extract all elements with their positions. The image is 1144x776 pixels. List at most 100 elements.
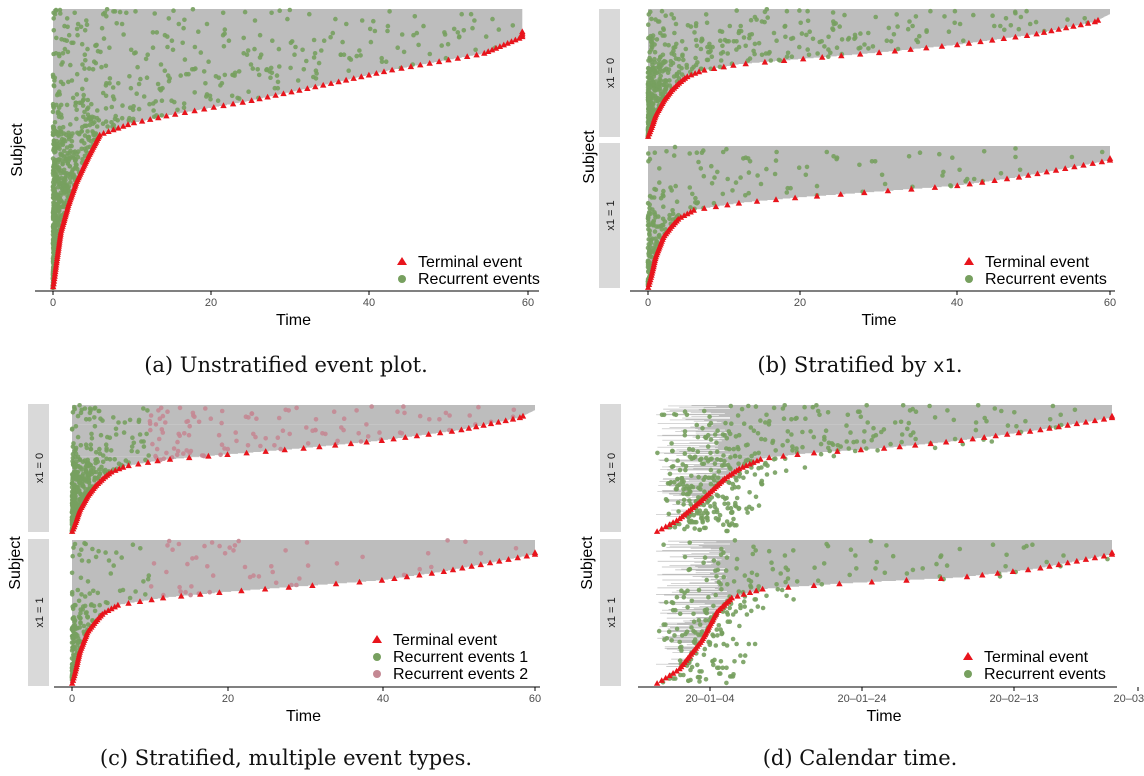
panel-b-bottom-recurrent-point xyxy=(661,204,666,209)
panel-a-recurrent-point xyxy=(61,148,67,154)
panel-b-top-recurrent-point xyxy=(782,23,788,29)
panel-d-top-recurrent-point xyxy=(682,429,688,434)
panel-c-top-recurrent-point xyxy=(113,432,119,437)
panel-d-bottom-recurrent-point xyxy=(754,572,760,578)
panel-c-bottom-recurrent-point xyxy=(106,558,112,563)
panel-d-top-recurrent-point xyxy=(701,408,707,414)
panel-d-top-recurrent-point xyxy=(705,515,710,520)
panel-c-top-recurrent-point xyxy=(286,408,292,413)
panel-c-bottom-recurrent-point xyxy=(183,589,188,595)
panel-c-top-recurrent-point xyxy=(443,410,449,416)
panel-d-top-recurrent-point xyxy=(773,456,778,461)
panel-d-bottom-recurrent-point xyxy=(920,566,925,571)
panel-a-recurrent-point xyxy=(395,45,401,50)
panel-b-top-recurrent-point xyxy=(998,23,1003,29)
panel-a-recurrent-point xyxy=(169,98,174,103)
panel-a-terminal-event xyxy=(220,102,227,109)
panel-b-top-recurrent-point xyxy=(656,80,662,86)
panel-b-bottom-recurrent-point xyxy=(652,212,658,217)
panel-a-recurrent-point xyxy=(151,108,156,113)
panel-a-recurrent-point xyxy=(451,26,457,32)
panel-a-terminal-event xyxy=(312,83,319,90)
panel-a-recurrent-point xyxy=(277,8,283,13)
panel-b-top-recurrent-point xyxy=(817,39,822,45)
panel-d-top-recurrent-point xyxy=(708,504,713,509)
panel-a-recurrent-point xyxy=(75,21,81,27)
panel-b-top-recurrent-point xyxy=(727,23,733,29)
panel-c-bottom-recurrent-point xyxy=(256,574,262,579)
panel-b-x-axis-title: Time xyxy=(862,312,897,329)
panel-a-terminal-event xyxy=(172,110,179,117)
panel-a-recurrent-point xyxy=(128,47,134,53)
panel-a-recurrent-point xyxy=(120,103,125,108)
panel-a-terminal-event xyxy=(492,44,500,51)
panel-a-recurrent-point xyxy=(245,48,251,53)
panel-d-top-recurrent-point xyxy=(827,448,832,454)
panel-d-bottom-terminal-event xyxy=(728,594,735,601)
panel-c-bottom-recurrent-point xyxy=(130,542,136,547)
panel-a-terminal-event xyxy=(155,114,162,121)
panel-d-bottom-recurrent-point xyxy=(718,552,724,558)
panel-a-terminal-event xyxy=(500,41,507,48)
panel-b-bottom-recurrent-point xyxy=(660,222,665,228)
panel-c-top-strip xyxy=(28,404,49,532)
panel-b-bottom-recurrent-point xyxy=(672,144,678,150)
panel-d-bottom-recurrent-point xyxy=(764,593,769,599)
panel-c-top-recurrent-point xyxy=(83,467,89,473)
panel-b-bottom-recurrent-point xyxy=(879,172,885,178)
panel-a-recurrent-point xyxy=(152,11,157,16)
panel-b-top-recurrent-point xyxy=(709,54,715,59)
panel-b-top-recurrent-point xyxy=(752,51,757,57)
panel-a-recurrent-point xyxy=(338,52,344,57)
panel-c-top-recurrent-point xyxy=(70,458,75,464)
panel-a-recurrent-point xyxy=(84,18,89,23)
panel-d-bottom-recurrent-point xyxy=(713,643,719,648)
panel-a-recurrent-point xyxy=(85,46,90,52)
panel-d-bottom-recurrent-point xyxy=(990,542,996,547)
panel-a-recurrent-point xyxy=(80,62,85,67)
panel-d-top-recurrent-point xyxy=(675,476,680,482)
panel-d-top-recurrent-point xyxy=(705,444,711,449)
panel-b-x-tick-label: 60 xyxy=(1104,297,1116,309)
panel-a-recurrent-point xyxy=(68,122,73,127)
panel-d-bottom-recurrent-point xyxy=(666,629,672,635)
panel-b-bottom-recurrent-point xyxy=(646,151,651,156)
panel-a-recurrent-point xyxy=(180,40,185,46)
panel-d-bottom-recurrent-point xyxy=(821,561,827,566)
panel-d-bottom-recurrent-point xyxy=(703,677,709,682)
panel-d-bottom-recurrent-point xyxy=(701,560,706,565)
panel-d-bottom-recurrent-point xyxy=(1061,553,1066,558)
panel-c-top-recurrent-point xyxy=(73,424,79,429)
panel-b-top-recurrent-point xyxy=(705,44,710,50)
panel-a-recurrent-point xyxy=(287,7,293,13)
panel-b-top-recurrent-point xyxy=(646,92,652,98)
panel-b-top-recurrent-point xyxy=(747,32,752,38)
panel-c-bottom-strip-label: x1 = 1 xyxy=(34,597,46,627)
panel-c-bottom-recurrent-point xyxy=(71,644,76,650)
panel-b-top-recurrent-point xyxy=(718,51,724,56)
panel-d-bottom-recurrent-point xyxy=(854,566,859,571)
panel-c-bottom-terminal-event xyxy=(332,580,340,587)
panel-b-top-recurrent-point xyxy=(1027,21,1033,27)
panel-c-top-terminal-event xyxy=(144,459,152,465)
panel-c-bottom-recurrent-point xyxy=(87,591,92,596)
panel-b-bottom-recurrent-point xyxy=(882,181,888,187)
panel-c-top-recurrent-point xyxy=(92,424,98,429)
panel-b-bottom-recurrent-point xyxy=(674,199,680,204)
panel-b-bottom-recurrent-point xyxy=(709,163,714,169)
panel-b-bottom-recurrent-point xyxy=(906,154,912,159)
panel-b-top-terminal-event xyxy=(1084,20,1092,26)
panel-c-top-terminal-event xyxy=(378,437,385,443)
panel-c-top-terminal-event xyxy=(300,445,307,451)
panel-d-top-recurrent-point xyxy=(910,406,915,412)
caption-a: (a) Unstratified event plot. xyxy=(144,353,428,377)
panel-c-top-recurrent-point xyxy=(83,417,89,422)
panel-a-recurrent-point xyxy=(68,62,73,68)
panel-d-top-recurrent-point xyxy=(722,501,727,506)
panel-d-top-recurrent-point xyxy=(732,453,738,459)
panel-c-bottom-recurrent-point xyxy=(170,547,175,552)
panel-b-top-recurrent-point xyxy=(807,29,812,34)
panel-a-recurrent-point xyxy=(64,102,70,108)
panel-b-top-recurrent-point xyxy=(718,58,724,63)
panel-c-bottom-terminal-event xyxy=(159,594,167,601)
